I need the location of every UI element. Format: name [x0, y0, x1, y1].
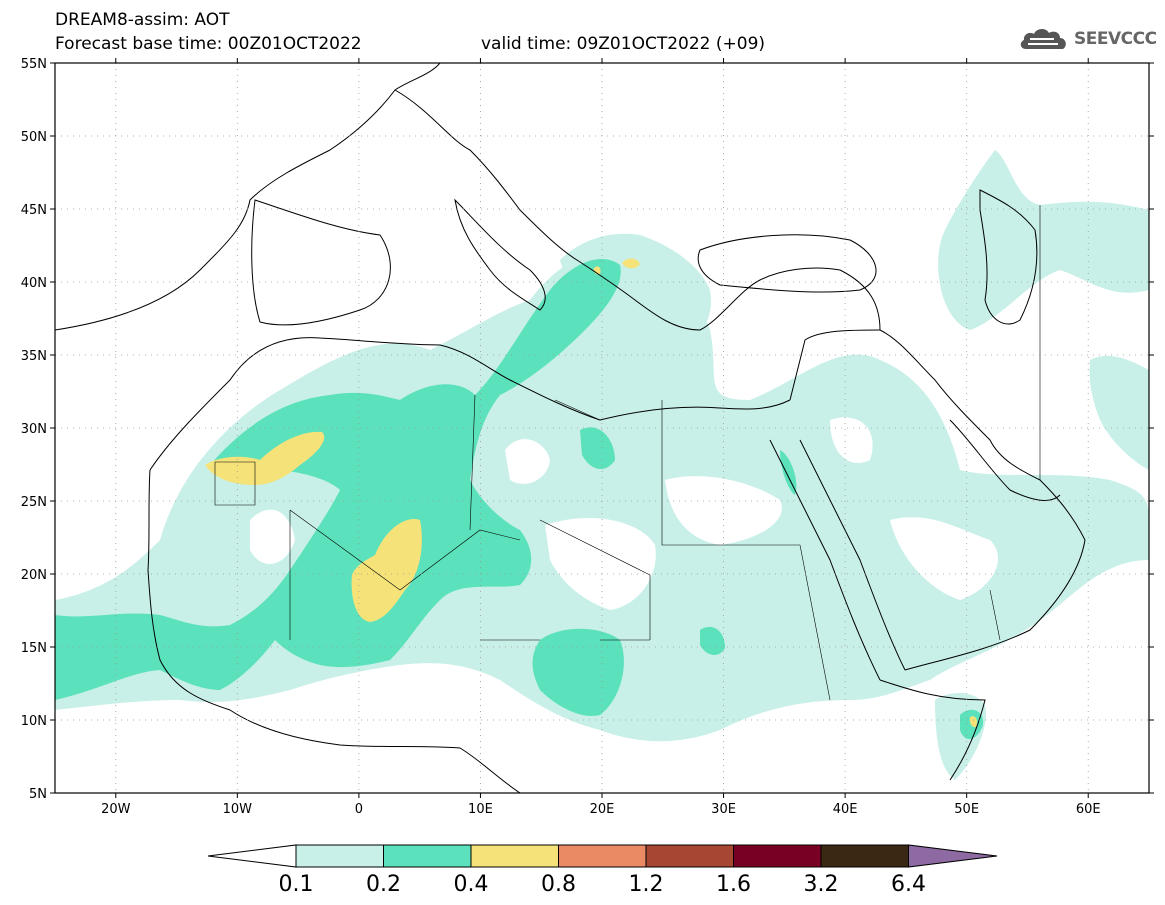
- lon-tick-label: 0: [355, 802, 363, 817]
- aot-contour-0.1-arabia-east: [1089, 355, 1149, 470]
- lon-tick-label: 20E: [590, 802, 615, 817]
- colorbar-label: 0.4: [453, 872, 489, 897]
- aot-gap-1: [505, 439, 550, 484]
- lon-tick-label: 30E: [711, 802, 736, 817]
- levant-coast: [789, 329, 881, 401]
- lat-tick-label: 35N: [21, 349, 47, 364]
- aot-contour-0.4-niger: [351, 519, 422, 622]
- colorbar-label: 1.2: [628, 872, 664, 897]
- aot-contour-0.2-lake-chad: [532, 628, 624, 716]
- colorbar-label: 3.2: [803, 872, 839, 897]
- forecast-base-time: Forecast base time: 00Z01OCT2022: [55, 34, 362, 54]
- colorbar-label: 0.1: [278, 872, 314, 897]
- colorbar-segment: [733, 844, 822, 868]
- aot-gap-6: [250, 509, 295, 564]
- valid-time: valid time: 09Z01OCT2022 (+09): [481, 34, 766, 54]
- lat-tick-label: 20N: [21, 568, 47, 583]
- lat-tick-label: 30N: [21, 422, 47, 437]
- colorbar-left-arrow: [207, 844, 297, 868]
- aot-field: [55, 150, 1149, 780]
- colorbar-label: 1.6: [716, 872, 751, 897]
- aot-gap-2: [545, 517, 656, 610]
- lat-tick-label: 10N: [21, 714, 47, 729]
- lon-tick-label: 10W: [223, 802, 253, 817]
- colorbar-right-arrow: [908, 844, 998, 868]
- iberia-coast: [251, 199, 391, 326]
- aot-contour-0.1-caspian: [938, 150, 1149, 330]
- horn-coast: [879, 679, 986, 781]
- lon-tick-label: 60E: [1076, 802, 1101, 817]
- caspian-coast: [979, 189, 1038, 325]
- lon-tick-label: 10E: [468, 802, 493, 817]
- seevccc-logo: SEEVCCC: [1018, 24, 1157, 54]
- aot-contour-0.2-sahara: [55, 259, 621, 700]
- cloud-icon: [1020, 28, 1066, 49]
- north-africa-coast: [149, 337, 791, 471]
- gulf-coast: [949, 419, 1061, 501]
- arabia-coast: [879, 329, 1086, 671]
- aot-gap-4: [830, 417, 873, 464]
- aot-gap-5: [890, 517, 999, 600]
- colorbar-segment: [820, 844, 909, 868]
- lat-tick-label: 5N: [29, 787, 47, 802]
- map-title: DREAM8-assim: AOT: [55, 10, 230, 30]
- italy-coast: [454, 198, 546, 311]
- lon-tick-label: 40E: [833, 802, 858, 817]
- europe-coast: [55, 63, 881, 331]
- black-sea-coast: [697, 234, 877, 293]
- colorbar-label: 0.2: [366, 872, 401, 897]
- colorbar-segment: [470, 844, 559, 868]
- colorbar-segment: [645, 844, 734, 868]
- colorbar-label: 6.4: [891, 872, 926, 897]
- colorbar-segment: [558, 844, 647, 868]
- map-grid: [55, 63, 1149, 793]
- map-ticks: 55N 50N 45N 40N 35N 30N 25N 20N 15N 10N 5N 20W 10W 0 1…: [21, 57, 1154, 817]
- lat-tick-label: 25N: [21, 495, 47, 510]
- lon-tick-label: 20W: [101, 802, 131, 817]
- colorbar-label: 0.8: [541, 872, 576, 897]
- lon-tick-label: 50E: [954, 802, 979, 817]
- colorbar-segment: [383, 844, 472, 868]
- borders: [214, 205, 1041, 701]
- lat-tick-label: 45N: [21, 203, 47, 218]
- aot-contour-0.4-somalia: [969, 716, 978, 728]
- coastlines: [55, 63, 1086, 793]
- lat-tick-label: 15N: [21, 641, 47, 656]
- aot-contour-0.2-sudan: [700, 626, 725, 656]
- lat-tick-label: 40N: [21, 276, 47, 291]
- aot-contour-0.2-libya: [580, 427, 615, 470]
- west-africa-coast: [147, 469, 521, 793]
- lat-tick-label: 55N: [21, 57, 47, 72]
- lat-tick-label: 50N: [21, 130, 47, 145]
- aot-gap-3: [665, 476, 782, 545]
- logo-text: SEEVCCC: [1074, 29, 1157, 49]
- red-sea-coast: [769, 439, 906, 681]
- aot-contour-0.1-somalia: [935, 693, 986, 780]
- aot-contour-0.4-morocco: [205, 431, 325, 485]
- colorbar: [207, 844, 998, 868]
- aot-contour-0.4-balkans-1: [622, 258, 640, 269]
- colorbar-segment: [295, 844, 384, 868]
